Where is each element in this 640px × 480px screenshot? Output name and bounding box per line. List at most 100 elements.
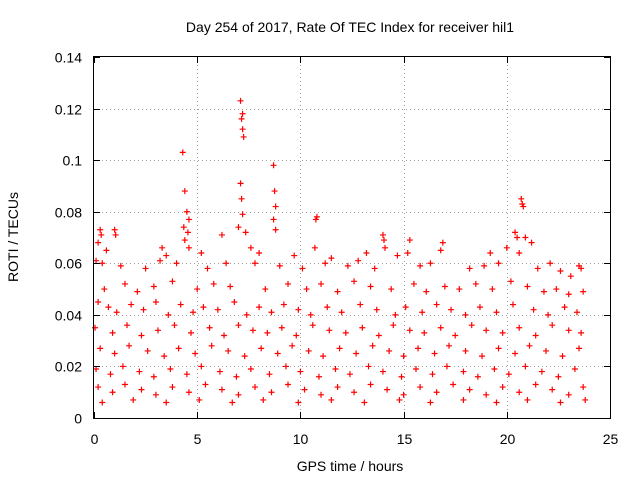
data-point [433, 301, 440, 308]
data-point [276, 262, 283, 269]
data-point [386, 347, 393, 354]
data-point [299, 265, 306, 272]
data-point [289, 342, 296, 349]
data-point [295, 306, 302, 313]
data-point [270, 162, 277, 169]
data-point [571, 366, 578, 373]
data-point [361, 399, 368, 406]
data-point [251, 384, 258, 391]
data-point [117, 262, 124, 269]
data-point [243, 311, 250, 318]
data-point [516, 324, 523, 331]
x-tick-label: 10 [293, 431, 309, 447]
data-point [154, 327, 161, 334]
data-point [291, 252, 298, 259]
data-point [260, 396, 267, 403]
data-point [311, 244, 318, 251]
data-point [324, 304, 331, 311]
data-point [520, 203, 527, 210]
data-point [334, 288, 341, 295]
data-point [499, 384, 506, 391]
data-point [111, 350, 118, 357]
data-point [448, 306, 455, 313]
data-point [549, 386, 556, 393]
data-point [338, 309, 345, 316]
data-point [524, 396, 531, 403]
data-point [268, 389, 275, 396]
data-point [328, 255, 335, 262]
data-point [580, 384, 587, 391]
data-point [351, 278, 358, 285]
data-point [97, 226, 104, 233]
data-point [242, 229, 249, 236]
data-point [412, 366, 419, 373]
data-point [472, 280, 479, 287]
data-point [499, 329, 506, 336]
data-point [256, 304, 263, 311]
data-point [218, 386, 225, 393]
data-point [379, 368, 386, 375]
x-tick-label: 0 [91, 431, 99, 447]
data-point [379, 231, 386, 238]
data-point [320, 353, 327, 360]
data-point [216, 368, 223, 375]
data-point [427, 260, 434, 267]
data-point [95, 298, 102, 305]
data-point [522, 234, 529, 241]
data-point [95, 384, 102, 391]
data-point [214, 306, 221, 313]
data-point [99, 399, 106, 406]
data-point [489, 286, 496, 293]
data-point [180, 224, 187, 231]
data-point [271, 188, 278, 195]
data-point [466, 265, 473, 272]
data-point [282, 363, 289, 370]
data-point [565, 291, 572, 298]
data-point [179, 149, 186, 156]
data-point [509, 301, 516, 308]
data-point [301, 386, 308, 393]
data-point [169, 384, 176, 391]
data-point [526, 342, 533, 349]
data-point [218, 231, 225, 238]
data-point [578, 329, 585, 336]
y-tick-label: 0.08 [55, 205, 82, 221]
data-point [380, 237, 387, 244]
data-point [528, 239, 535, 246]
data-point [272, 226, 279, 233]
data-point [573, 309, 580, 316]
data-point [410, 280, 417, 287]
data-point [491, 366, 498, 373]
data-point [547, 260, 554, 267]
data-point [390, 322, 397, 329]
data-point [247, 244, 254, 251]
data-point [221, 332, 228, 339]
data-point [235, 224, 242, 231]
data-point [272, 203, 279, 210]
data-points [92, 97, 589, 406]
data-point [443, 363, 450, 370]
data-point [437, 247, 444, 254]
data-point [256, 249, 263, 256]
data-point [233, 373, 240, 380]
data-point [161, 353, 168, 360]
data-point [318, 391, 325, 398]
data-point [98, 231, 105, 238]
data-point [437, 324, 444, 331]
data-point [421, 329, 428, 336]
data-point [328, 396, 335, 403]
data-point [128, 301, 135, 308]
data-point [140, 306, 147, 313]
data-point [456, 286, 463, 293]
data-point [460, 368, 467, 375]
data-point [251, 260, 258, 267]
data-point [460, 396, 467, 403]
data-point [185, 244, 192, 251]
x-axis-ticks: 0 5 10 15 20 25 [91, 57, 618, 447]
data-point [512, 229, 519, 236]
data-point [210, 280, 217, 287]
data-point [419, 309, 426, 316]
data-point [532, 332, 539, 339]
data-point [270, 216, 277, 223]
data-point [580, 288, 587, 295]
